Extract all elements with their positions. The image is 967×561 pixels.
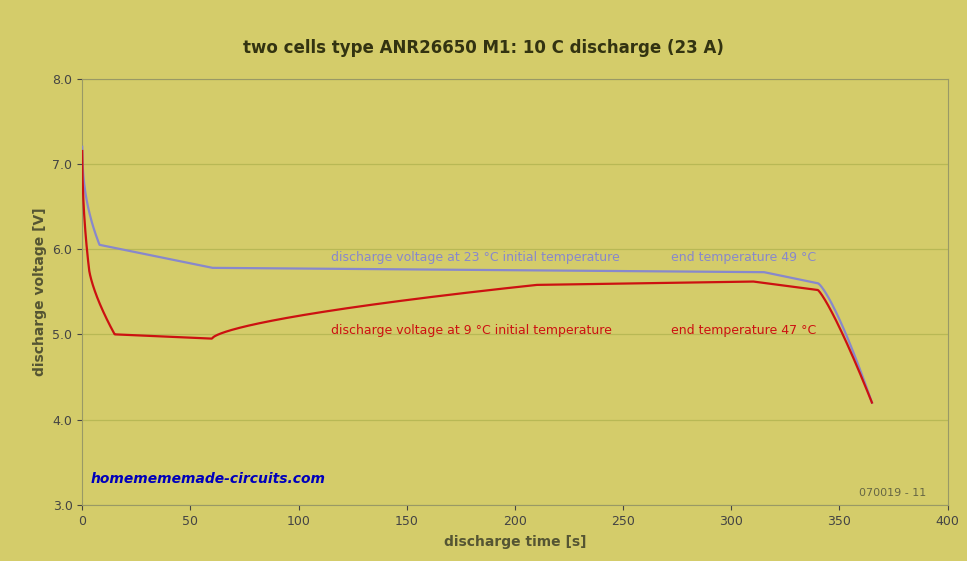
X-axis label: discharge time [s]: discharge time [s] [444,535,586,549]
Text: 070019 - 11: 070019 - 11 [859,488,926,498]
Text: discharge voltage at 23 °C initial temperature: discharge voltage at 23 °C initial tempe… [331,251,620,264]
Text: two cells type ANR26650 M1: 10 C discharge (23 A): two cells type ANR26650 M1: 10 C dischar… [243,39,724,57]
Text: homemememade-circuits.com: homemememade-circuits.com [91,472,326,486]
Y-axis label: discharge voltage [V]: discharge voltage [V] [33,208,47,376]
Text: discharge voltage at 9 °C initial temperature: discharge voltage at 9 °C initial temper… [331,324,612,337]
Text: end temperature 49 °C: end temperature 49 °C [671,251,816,264]
Text: end temperature 47 °C: end temperature 47 °C [671,324,816,337]
